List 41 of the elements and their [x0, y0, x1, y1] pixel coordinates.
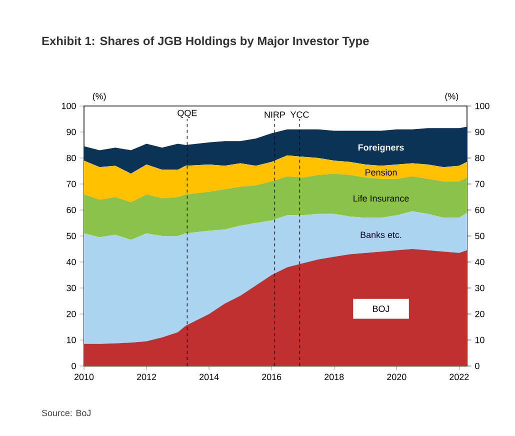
y-tick-label: 30 — [66, 284, 76, 292]
source-note: Source: BoJ — [42, 410, 91, 416]
ref-line-label: QQE — [178, 110, 197, 118]
x-tick-label: 2022 — [450, 374, 469, 380]
y2-tick-label: 70 — [475, 180, 484, 188]
y2-tick-label: 10 — [475, 336, 484, 344]
y-axis-title: (%) — [92, 92, 106, 102]
chart-title: Exhibit 1: Shares of JGB Holdings by Major Investor Type — [42, 36, 369, 48]
y2-axis-title: (%) — [445, 92, 458, 102]
x-tick-label: 2012 — [137, 374, 156, 380]
y2-tick-label: 100 — [475, 102, 490, 110]
x-tick-label: 2010 — [74, 374, 94, 380]
y-tick-label: 50 — [66, 232, 76, 240]
ref-line-label: YCC — [290, 111, 309, 118]
x-tick-label: 2018 — [324, 374, 344, 380]
y-tick-label: 90 — [66, 128, 76, 136]
y2-tick-label: 60 — [475, 206, 484, 214]
y-tick-label: 60 — [66, 206, 76, 214]
y-tick-label: 100 — [62, 102, 76, 110]
y2-tick-label: 90 — [475, 128, 484, 136]
y-tick-label: 0 — [72, 362, 76, 370]
y2-tick-label: 80 — [475, 154, 484, 162]
y2-tick-label: 30 — [475, 284, 484, 292]
y-tick-label: 40 — [66, 258, 76, 266]
y2-tick-label: 40 — [474, 258, 484, 266]
series-label: Banks etc. — [360, 231, 402, 238]
y-tick-label: 20 — [66, 310, 76, 318]
series-label: Pension — [366, 169, 397, 176]
series-label: Foreigners — [358, 144, 404, 152]
y2-tick-label: 50 — [475, 232, 484, 240]
y2-tick-label: 0 — [475, 362, 480, 370]
ref-line-label: NIRP — [264, 112, 285, 118]
y-tick-label: 10 — [66, 336, 76, 344]
x-tick-label: 2016 — [262, 374, 282, 380]
series-label: Life Insurance — [354, 195, 409, 202]
y-tick-label: 80 — [66, 154, 76, 162]
y-tick-label: 70 — [66, 180, 76, 188]
x-tick-label: 2014 — [200, 374, 219, 380]
x-tick-label: 2020 — [387, 374, 406, 380]
y2-tick-label: 20 — [475, 310, 484, 318]
series-label: BOJ — [373, 306, 390, 312]
